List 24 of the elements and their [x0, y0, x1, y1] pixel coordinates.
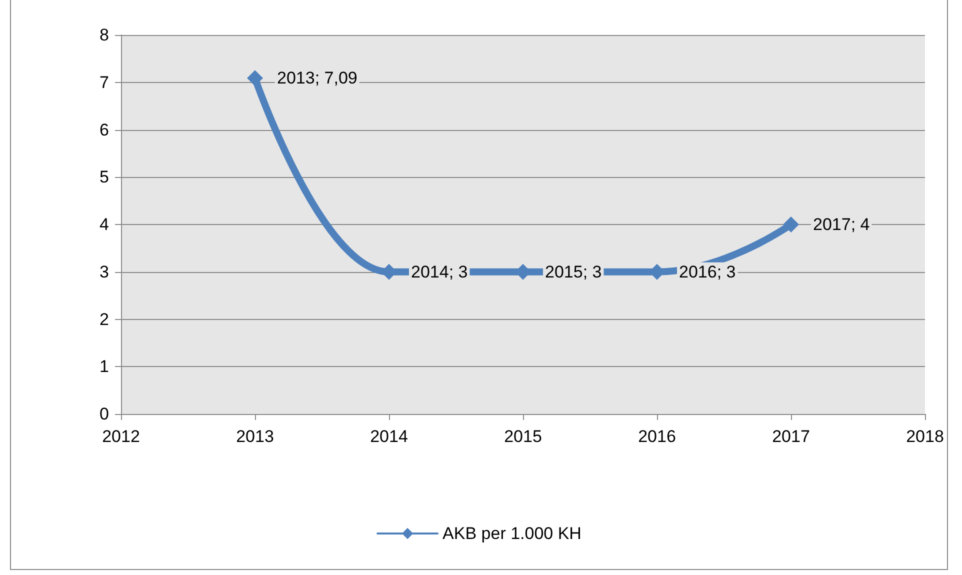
legend-label: AKB per 1.000 KH: [442, 524, 582, 543]
data-label: 2014; 3: [411, 262, 468, 282]
y-tick-label: 7: [100, 72, 109, 92]
y-tick-label: 1: [100, 357, 109, 376]
y-tick-label: 6: [100, 120, 109, 140]
x-tick-label: 2015: [504, 427, 542, 446]
x-tick-label: 2014: [370, 427, 408, 446]
data-label: 2013; 7,09: [277, 68, 358, 88]
x-tick-label: 2017: [772, 427, 810, 446]
point: [783, 216, 799, 232]
point: [247, 70, 263, 86]
y-tick-label: 3: [100, 262, 109, 282]
y-tick-label: 0: [100, 404, 109, 424]
x-tick-label: 2018: [906, 427, 944, 446]
x-tick-label: 2016: [638, 427, 676, 446]
x-tick-label: 2012: [102, 427, 140, 446]
y-tick-label: 5: [100, 168, 109, 187]
data-label: 2016; 3: [679, 262, 736, 282]
x-tick-label: 2013: [236, 427, 274, 446]
data-label: 2017; 4: [813, 215, 870, 234]
data-label: 2015; 3: [545, 262, 602, 282]
y-tick-label: 2: [100, 310, 109, 329]
y-tick-label: 4: [100, 215, 109, 234]
y-tick-label: 8: [100, 26, 109, 44]
